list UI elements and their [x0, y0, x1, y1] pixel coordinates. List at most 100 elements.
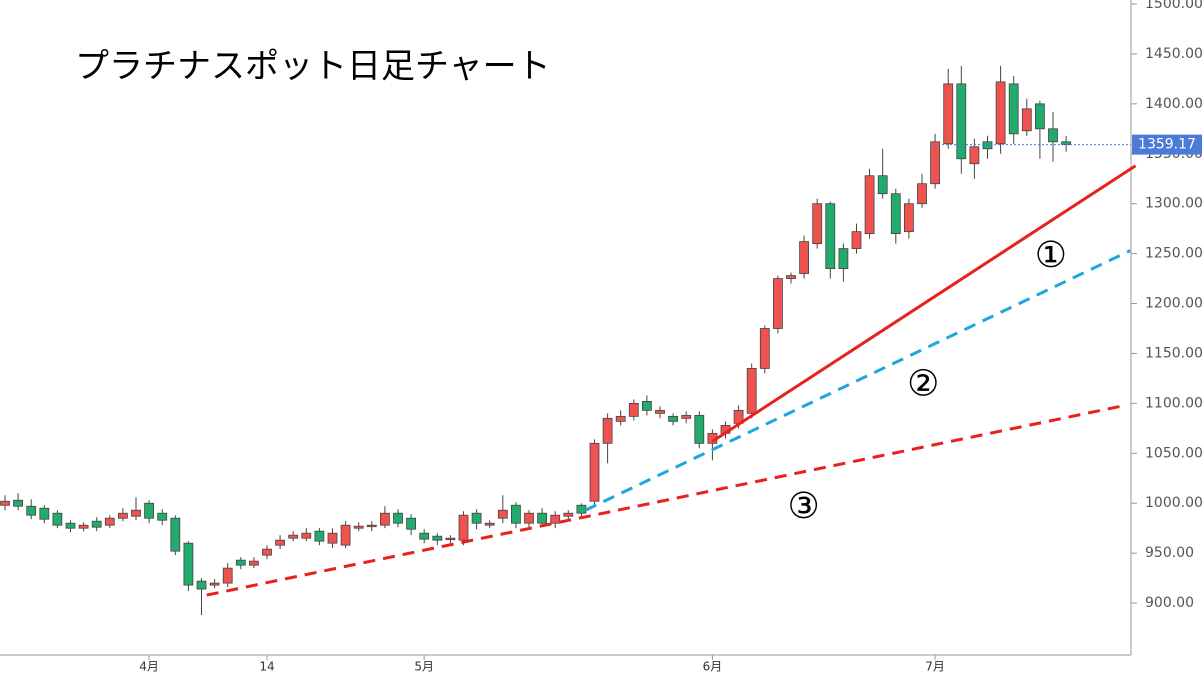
candle-body [786, 275, 796, 279]
candle-body [327, 532, 338, 544]
x-tick-label: 5月 [414, 660, 434, 674]
candle-body [812, 203, 823, 245]
candle-body [825, 203, 836, 269]
y-tick-label: 1100.00 [1145, 395, 1202, 411]
candle-body [773, 278, 783, 329]
candle-body [0, 500, 10, 506]
candle-body [91, 520, 102, 528]
candle-body [550, 514, 561, 524]
candle-body [353, 525, 364, 529]
candle-body [864, 175, 875, 235]
y-tick-label: 1500.00 [1145, 0, 1202, 12]
candle-body [904, 203, 914, 233]
y-tick-label: 950.00 [1145, 545, 1194, 561]
candle-body [118, 512, 128, 519]
y-tick-label: 1400.00 [1145, 96, 1202, 112]
candle-body [642, 400, 652, 411]
candle-body [340, 524, 351, 546]
candle-body [851, 231, 862, 250]
candle-body [157, 512, 168, 521]
candle-body [956, 83, 967, 160]
candle-body [26, 505, 37, 516]
candle-body [510, 504, 521, 524]
candle-body [366, 524, 377, 528]
candle-body [196, 580, 207, 590]
candle-body [170, 517, 181, 552]
candle-body [406, 517, 417, 530]
candle-body [681, 414, 692, 419]
candle-body [379, 512, 390, 526]
candle-body [799, 241, 809, 274]
candle-body [104, 517, 115, 526]
candle-body [563, 512, 574, 517]
candle-body [484, 522, 495, 526]
candle-body [65, 522, 76, 529]
candle-body [39, 507, 50, 520]
trendline-label: ① [1035, 235, 1067, 276]
candle-body [746, 368, 757, 414]
y-tick-label: 1250.00 [1145, 246, 1202, 262]
candle-body [183, 542, 194, 586]
candle-body [445, 537, 456, 541]
candle-body [248, 560, 259, 566]
candle-body [262, 548, 272, 556]
candle-body [1021, 108, 1032, 132]
candle-body [982, 141, 993, 150]
x-tick-label: 6月 [703, 660, 723, 674]
candle-body [576, 504, 587, 514]
trendline [584, 249, 1131, 512]
candle-body [209, 582, 220, 586]
trendline [711, 164, 1137, 443]
candle-body [943, 83, 954, 145]
trendline [206, 403, 1126, 597]
candle-body [602, 417, 613, 444]
y-tick-label: 1050.00 [1145, 445, 1202, 461]
x-tick-label: 7月 [925, 660, 945, 674]
candle-body [301, 532, 312, 539]
candle-body [222, 567, 233, 584]
candle-body [917, 183, 927, 205]
candle-body [144, 502, 155, 519]
trendline-label: ② [907, 363, 939, 404]
candle-body [471, 512, 482, 524]
candle-body [314, 530, 325, 542]
candle-body [1035, 103, 1045, 130]
candle-body [497, 509, 508, 519]
candle-body [235, 559, 246, 566]
candle-body [524, 512, 534, 524]
candle-body [589, 442, 600, 502]
price-tag-label: 1359.17 [1138, 137, 1196, 153]
candle-body [131, 509, 141, 517]
candle-body [1008, 83, 1019, 135]
candle-body [1048, 128, 1058, 143]
y-tick-label: 1150.00 [1145, 345, 1202, 361]
candle-body [628, 402, 639, 417]
candle-body [877, 175, 888, 195]
candle-body [13, 499, 24, 507]
candle-body [995, 81, 1006, 145]
y-tick-label: 1300.00 [1145, 196, 1202, 212]
y-tick-label: 1000.00 [1145, 495, 1202, 511]
x-tick-label: 4月 [139, 660, 159, 674]
x-tick-label: 14 [259, 660, 274, 674]
candle-body [393, 512, 403, 524]
candle-body [930, 141, 940, 185]
price-tag [1132, 134, 1202, 155]
candle-body [655, 409, 665, 414]
candle-body [759, 328, 770, 369]
candle-body [668, 415, 678, 422]
candle-body [537, 512, 547, 524]
candle-body [890, 193, 901, 235]
y-tick-label: 900.00 [1145, 595, 1194, 611]
candle-body [419, 532, 430, 540]
trendline-label: ③ [788, 486, 820, 527]
candle-body [969, 146, 980, 165]
candle-body [694, 414, 705, 444]
candle-body [288, 534, 299, 539]
candle-body [52, 512, 63, 526]
candle-body [78, 524, 89, 529]
y-tick-label: 1450.00 [1145, 46, 1202, 62]
y-tick-label: 1200.00 [1145, 296, 1202, 312]
